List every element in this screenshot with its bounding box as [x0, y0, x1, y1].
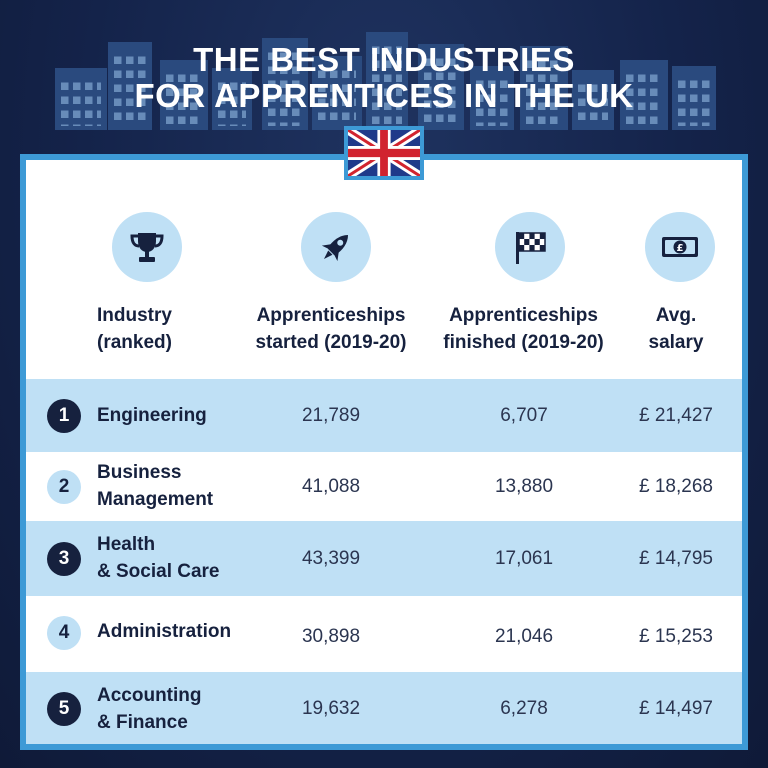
- building-windows: [372, 40, 402, 126]
- building-windows: [526, 54, 562, 126]
- building-windows: [578, 78, 608, 126]
- industry-name: Health & Social Care: [97, 534, 220, 582]
- started-value: 21,789: [301, 405, 361, 426]
- rank-badge: 4: [47, 616, 81, 650]
- table-row-5: 5 Accounting & Finance 19,632 6,278 £ 14…: [26, 672, 742, 744]
- building-windows: [476, 74, 508, 126]
- finished-value: 13,880: [494, 476, 554, 497]
- salary-value: £ 14,497: [639, 698, 713, 719]
- table-row-2: 2 Business Management 41,088 13,880 £ 18…: [26, 452, 742, 521]
- table-row-1: 1 Engineering 21,789 6,707 £ 21,427: [26, 379, 742, 452]
- building-windows: [268, 46, 302, 126]
- building-silhouette: [55, 68, 107, 130]
- svg-text:£: £: [677, 243, 684, 254]
- ranking-table: £ Industry (ranked) Apprenticeships star…: [20, 154, 748, 750]
- building-silhouette: [572, 70, 614, 130]
- finished-value: 6,278: [500, 698, 548, 719]
- building-windows: [424, 52, 458, 126]
- started-value: 41,088: [301, 476, 361, 497]
- city-skyline-decoration: [0, 0, 768, 140]
- table-row-4: 4 Administration 30,898 21,046 £ 15,253: [26, 596, 742, 672]
- page-title: THE BEST INDUSTRIES FOR APPRENTICES IN T…: [0, 42, 768, 114]
- salary-value: £ 21,427: [639, 405, 713, 426]
- column-header-started: Apprenticeships started (2019-20): [255, 305, 407, 353]
- building-silhouette: [108, 42, 152, 130]
- rank-badge: 2: [47, 470, 81, 504]
- building-windows: [318, 64, 356, 126]
- building-silhouette: [418, 44, 464, 130]
- started-value: 30,898: [301, 626, 361, 647]
- industry-name: Administration: [97, 621, 232, 642]
- building-windows: [626, 68, 662, 126]
- finished-value: 17,061: [494, 548, 554, 569]
- building-windows: [678, 74, 710, 126]
- building-silhouette: [312, 56, 362, 130]
- building-silhouette: [620, 60, 668, 130]
- column-header-salary: Avg. salary: [648, 305, 704, 353]
- building-silhouette: [262, 38, 308, 130]
- building-windows: [114, 50, 146, 126]
- salary-value: £ 15,253: [639, 626, 713, 647]
- building-silhouette: [672, 66, 716, 130]
- building-silhouette: [520, 46, 568, 130]
- building-silhouette: [212, 68, 252, 130]
- column-header-industry: Industry (ranked): [97, 305, 172, 353]
- title-line-1: THE BEST INDUSTRIES: [193, 41, 575, 78]
- salary-value: £ 18,268: [639, 476, 713, 497]
- title-line-2: FOR APPRENTICES IN THE UK: [134, 77, 634, 114]
- rank-badge: 1: [47, 399, 81, 433]
- industry-name: Accounting & Finance: [97, 685, 202, 733]
- building-windows: [61, 76, 101, 126]
- rank-badge: 3: [47, 542, 81, 576]
- industry-name: Business Management: [97, 462, 214, 510]
- building-silhouette: [470, 66, 514, 130]
- industry-name: Engineering: [97, 405, 207, 426]
- trophy-icon: [112, 212, 182, 282]
- uk-flag-icon: [344, 126, 424, 180]
- table-row-3: 3 Health & Social Care 43,399 17,061 £ 1…: [26, 521, 742, 596]
- finished-value: 6,707: [500, 405, 548, 426]
- rank-badge: 5: [47, 692, 81, 726]
- checkered-flag-icon: [495, 212, 565, 282]
- building-silhouette: [366, 32, 408, 130]
- rocket-icon: [301, 212, 371, 282]
- building-windows: [218, 76, 246, 126]
- column-header-finished: Apprenticeships finished (2019-20): [443, 305, 604, 353]
- building-windows: [166, 68, 202, 126]
- building-silhouette: [160, 60, 208, 130]
- table-header: £ Industry (ranked) Apprenticeships star…: [26, 160, 742, 374]
- banknote-pound-icon: £: [645, 212, 715, 282]
- started-value: 43,399: [301, 548, 361, 569]
- finished-value: 21,046: [494, 626, 554, 647]
- salary-value: £ 14,795: [639, 548, 713, 569]
- started-value: 19,632: [301, 698, 361, 719]
